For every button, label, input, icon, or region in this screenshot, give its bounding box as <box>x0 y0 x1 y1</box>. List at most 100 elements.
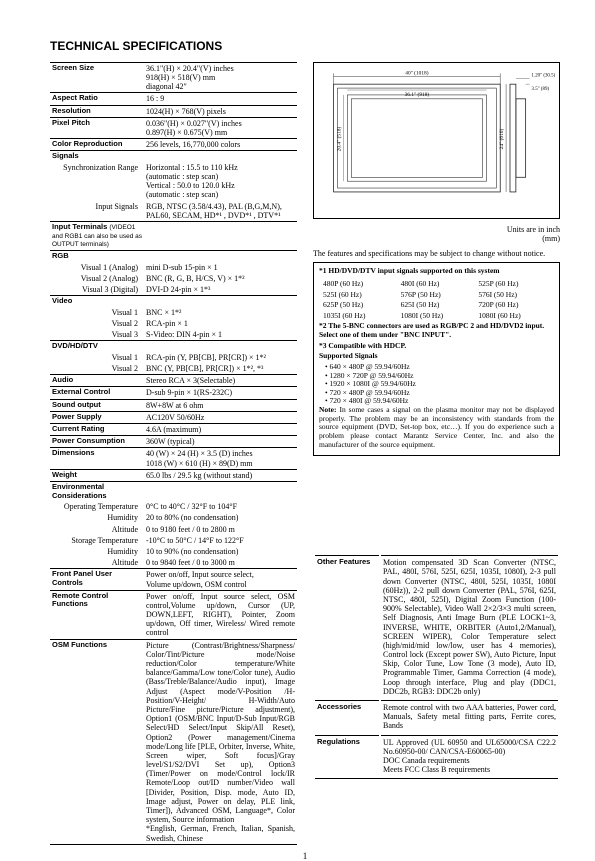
feature-label: Regulations <box>315 735 379 777</box>
spec-value <box>144 151 297 162</box>
box-note: Note: In some cases a signal on the plas… <box>319 406 554 449</box>
feature-value: Motion compensated 3D Scan Converter (NT… <box>381 555 558 698</box>
spec-sublabel: Storage Temperature <box>50 535 144 546</box>
spec-value: 20 to 80% (no condensation) <box>144 512 297 523</box>
svg-text:24" (610): 24" (610) <box>498 128 505 149</box>
spec-sublabel: Input Signals <box>50 201 144 222</box>
signal-cell: 1080I (60 Hz) <box>476 312 552 321</box>
spec-value: 65.0 lbs / 29.5 kg (without stand) <box>144 469 297 481</box>
spec-sublabel: Visual 1 <box>50 307 144 318</box>
spec-label: Aspect Ratio <box>50 93 144 105</box>
spec-sublabel: Operating Temperature <box>50 501 144 512</box>
spec-label: OSM Functions <box>50 639 144 844</box>
spec-value: AC120V 50/60Hz <box>144 411 297 423</box>
svg-text:20.4" (518): 20.4" (518) <box>335 126 342 151</box>
spec-value: RGB, NTSC (3.58/4.43), PAL (B,G,M,N), PA… <box>144 201 297 222</box>
page-number: 1 <box>50 845 560 861</box>
spec-value: 256 levels, 16,770,000 colors <box>144 139 297 151</box>
spec-sublabel: Audio <box>50 375 144 387</box>
spec-sublabel: Visual 3 (Digital) <box>50 284 144 296</box>
spec-value: DVI-D 24-pin × 1*³ <box>144 284 297 296</box>
spec-sublabel: Visual 3 <box>50 329 144 341</box>
spec-label: Screen Size <box>50 62 144 93</box>
spec-sublabel: Synchronization Range <box>50 162 144 201</box>
signal-cell: 625P (50 Hz) <box>321 301 397 310</box>
spec-value: BNC (R, G, B, H/CS, V) × 1*² <box>144 273 297 284</box>
spec-sublabel: External Control <box>50 387 144 399</box>
dimension-diagram: 40" (1018) 36.1" (918) 20.4" (518) 24" (… <box>313 62 560 219</box>
spec-value <box>144 296 297 307</box>
spec-value: 16 : 9 <box>144 93 297 105</box>
signal-freq-table: 480P (60 Hz)480I (60 Hz)525P (60 Hz)525I… <box>319 278 554 323</box>
spec-sublabel: RGB <box>50 250 144 261</box>
spec-value <box>144 481 297 501</box>
right-column: 40" (1018) 36.1" (918) 20.4" (518) 24" (… <box>313 62 560 845</box>
svg-text:36.1" (918): 36.1" (918) <box>405 91 430 98</box>
page-title: TECHNICAL SPECIFICATIONS <box>50 40 560 54</box>
spec-label: Power Supply <box>50 411 144 423</box>
svg-text:3.5" (89): 3.5" (89) <box>532 87 550 92</box>
spec-value: D-sub 9-pin × 1(RS-232C) <box>144 387 297 399</box>
left-column: Screen Size36.1"(H) × 20.4"(V) inches 91… <box>50 62 297 845</box>
spec-label: Resolution <box>50 105 144 117</box>
spec-label: Power Consumption <box>50 436 144 448</box>
spec-sublabel: Altitude <box>50 524 144 535</box>
spec-value: Power on/off, Input source select, OSM c… <box>144 590 297 639</box>
spec-value: 36.1"(H) × 20.4"(V) inches 918(H) × 518(… <box>144 62 297 93</box>
spec-sublabel: Humidity <box>50 546 144 557</box>
signal-cell: 480I (60 Hz) <box>399 280 475 289</box>
spec-label: Environmental Considerations <box>50 481 144 501</box>
spec-label: Front Panel User Controls <box>50 569 144 590</box>
spec-value: 0°C to 40°C / 32°F to 104°F <box>144 501 297 512</box>
spec-value: Power on/off, Input source select, Volum… <box>144 569 297 590</box>
spec-label: Dimensions <box>50 448 144 469</box>
spec-value: 0 to 9840 feet / 0 to 3000 m <box>144 557 297 569</box>
signal-cell: 625I (50 Hz) <box>399 301 475 310</box>
spec-label: Weight <box>50 469 144 481</box>
spec-value: 0.036"(H) × 0.027"(V) inches 0.897(H) × … <box>144 117 297 138</box>
diagram-units-caption: Units are in inch (mm) <box>313 225 560 243</box>
svg-text:40" (1018): 40" (1018) <box>405 69 428 76</box>
spec-value: 40 (W) × 24 (H) × 3.5 (D) inches 1018 (W… <box>144 448 297 469</box>
spec-label: Input Terminals (VIDEO1 and RGB1 can als… <box>50 222 144 251</box>
supported-signals-list: • 640 × 480P @ 59.94/60Hz• 1280 × 720P @… <box>319 363 554 406</box>
spec-value: Horizontal : 15.5 to 110 kHz (automatic … <box>144 162 297 201</box>
feature-value: UL Approved (UL 60950 and UL65000/CSA C2… <box>381 735 558 777</box>
spec-sublabel: Visual 2 <box>50 318 144 329</box>
spec-sublabel: DVD/HD/DTV <box>50 341 144 352</box>
spec-value: 10 to 90% (no condensation) <box>144 546 297 557</box>
spec-value: 1024(H) × 768(V) pixels <box>144 105 297 117</box>
feature-value: Remote control with two AAA batteries, P… <box>381 700 558 733</box>
box-line3: *3 Compatible with HDCP. <box>319 342 554 351</box>
supported-signals-head: Supported Signals <box>319 352 554 361</box>
spec-label: Remote Control Functions <box>50 590 144 639</box>
spec-value: Picture (Contrast/Brightness/Sharpness/ … <box>144 639 297 844</box>
spec-sublabel: Visual 1 (Analog) <box>50 262 144 273</box>
signal-cell: 720P (60 Hz) <box>476 301 552 310</box>
signal-cell: 525P (60 Hz) <box>476 280 552 289</box>
spec-value: -10°C to 50°C / 14°F to 122°F <box>144 535 297 546</box>
spec-sublabel: Visual 2 <box>50 363 144 375</box>
box-line2: *2 The 5-BNC connectors are used as RGB/… <box>319 322 554 339</box>
signal-cell: 1035I (60 Hz) <box>321 312 397 321</box>
signal-cell: 1080I (50 Hz) <box>399 312 475 321</box>
spec-value <box>144 341 297 352</box>
spec-label: Sound output <box>50 399 144 411</box>
spec-sublabel: Visual 2 (Analog) <box>50 273 144 284</box>
spec-value: 4.6A (maximum) <box>144 424 297 436</box>
spec-value: mini D-sub 15-pin × 1 <box>144 262 297 273</box>
spec-label: Pixel Pitch <box>50 117 144 138</box>
box-line1: *1 HD/DVD/DTV input signals supported on… <box>319 267 554 276</box>
change-notice: The features and specifications may be s… <box>313 249 560 258</box>
feature-label: Other Features <box>315 555 379 698</box>
signal-cell: 576I (50 Hz) <box>476 291 552 300</box>
spec-sublabel: Visual 1 <box>50 352 144 363</box>
spec-value: 0 to 9180 feet / 0 to 2800 m <box>144 524 297 535</box>
spec-label: Signals <box>50 151 144 162</box>
spec-sublabel: Altitude <box>50 557 144 569</box>
spec-value: RCA-pin (Y, PB[CB], PR[CR]) × 1*² <box>144 352 297 363</box>
signals-box: *1 HD/DVD/DTV input signals supported on… <box>313 262 560 456</box>
spec-value: RCA-pin × 1 <box>144 318 297 329</box>
spec-value <box>144 222 297 251</box>
spec-sublabel: Video <box>50 296 144 307</box>
